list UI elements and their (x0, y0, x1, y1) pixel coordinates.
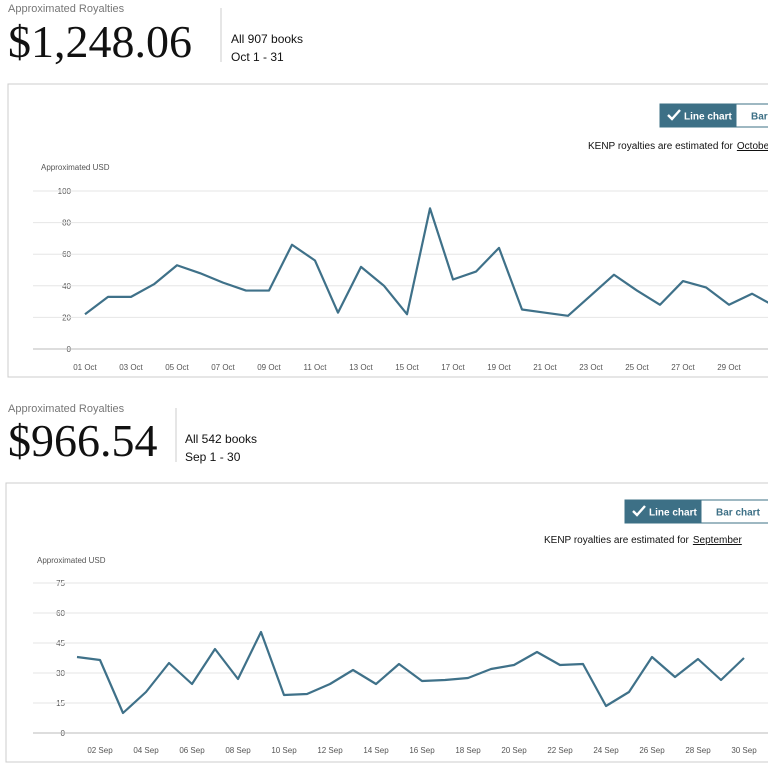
bar-chart-label[interactable]: Bar chart (716, 508, 761, 519)
x-tick-label: 20 Sep (501, 746, 527, 755)
y-axis-label: Approximated USD (41, 163, 110, 172)
x-tick-label: 04 Sep (133, 746, 159, 755)
y-tick-label: 60 (62, 250, 71, 259)
bar-chart-button[interactable] (700, 499, 768, 524)
x-tick-label: 27 Oct (671, 363, 695, 372)
x-tick-label: 03 Oct (119, 363, 143, 372)
note-link[interactable]: October (737, 141, 768, 152)
books: All 907 books (231, 32, 303, 46)
x-tick-label: 16 Sep (409, 746, 435, 755)
section-label: Approximated Royalties (8, 403, 125, 415)
royalty-section: Approximated Royalties$1,248.06 All 907 b… (7, 3, 768, 378)
y-axis-label: Approximated USD (37, 556, 106, 565)
x-tick-label: 15 Oct (395, 363, 419, 372)
x-tick-label: 06 Sep (179, 746, 205, 755)
x-tick-label: 30 Sep (731, 746, 757, 755)
note-text: KENP royalties are estimated for (544, 535, 690, 546)
x-tick-label: 22 Sep (547, 746, 573, 755)
x-tick-label: 23 Oct (579, 363, 603, 372)
amount: $1,248.06 (8, 16, 192, 67)
line-series (84, 207, 768, 317)
estimate-note: KENP royalties are estimated for Septembe… (544, 535, 742, 546)
books: All 542 books (185, 432, 257, 446)
x-tick-label: 29 Oct (717, 363, 741, 372)
x-tick-label: 26 Sep (639, 746, 665, 755)
note-link[interactable]: September (693, 535, 743, 546)
period: Oct 1 - 31 (231, 50, 284, 64)
estimate-note: KENP royalties are estimated forOctober (588, 141, 768, 152)
line-chart-label[interactable]: Line chart (684, 112, 732, 123)
x-tick-label: 08 Sep (225, 746, 251, 755)
x-tick-label: 07 Oct (211, 363, 235, 372)
x-tick-label: 10 Sep (271, 746, 297, 755)
royalty-section: Approximated Royalties$966.54 All 542 boo… (5, 403, 768, 763)
x-tick-label: 13 Oct (349, 363, 373, 372)
x-tick-label: 01 Oct (73, 363, 97, 372)
x-tick-label: 05 Oct (165, 363, 189, 372)
x-tick-label: 18 Sep (455, 746, 481, 755)
check-icon (632, 505, 646, 517)
bar-chart-button[interactable] (735, 103, 768, 128)
x-tick-label: 02 Sep (87, 746, 113, 755)
note-text: KENP royalties are estimated for (588, 141, 734, 152)
line-series (76, 630, 745, 715)
x-tick-label: 14 Sep (363, 746, 389, 755)
period: Sep 1 - 30 (185, 450, 241, 464)
amount: $966.54 (8, 415, 158, 466)
section-label: Approximated Royalties (8, 3, 125, 15)
line-chart-label[interactable]: Line chart (649, 508, 697, 519)
x-tick-label: 11 Oct (304, 363, 328, 372)
chart-panel (5, 482, 768, 763)
x-tick-label: 09 Oct (257, 363, 281, 372)
check-icon (667, 109, 681, 121)
bar-chart-label[interactable]: Bar chart (751, 112, 768, 123)
x-tick-label: 19 Oct (487, 363, 511, 372)
x-tick-label: 28 Sep (685, 746, 711, 755)
x-tick-label: 25 Oct (625, 363, 649, 372)
x-tick-label: 24 Sep (593, 746, 619, 755)
x-tick-label: 17 Oct (441, 363, 465, 372)
chart-panel (7, 83, 768, 378)
x-tick-label: 21 Oct (533, 363, 557, 372)
x-tick-label: 12 Sep (317, 746, 343, 755)
